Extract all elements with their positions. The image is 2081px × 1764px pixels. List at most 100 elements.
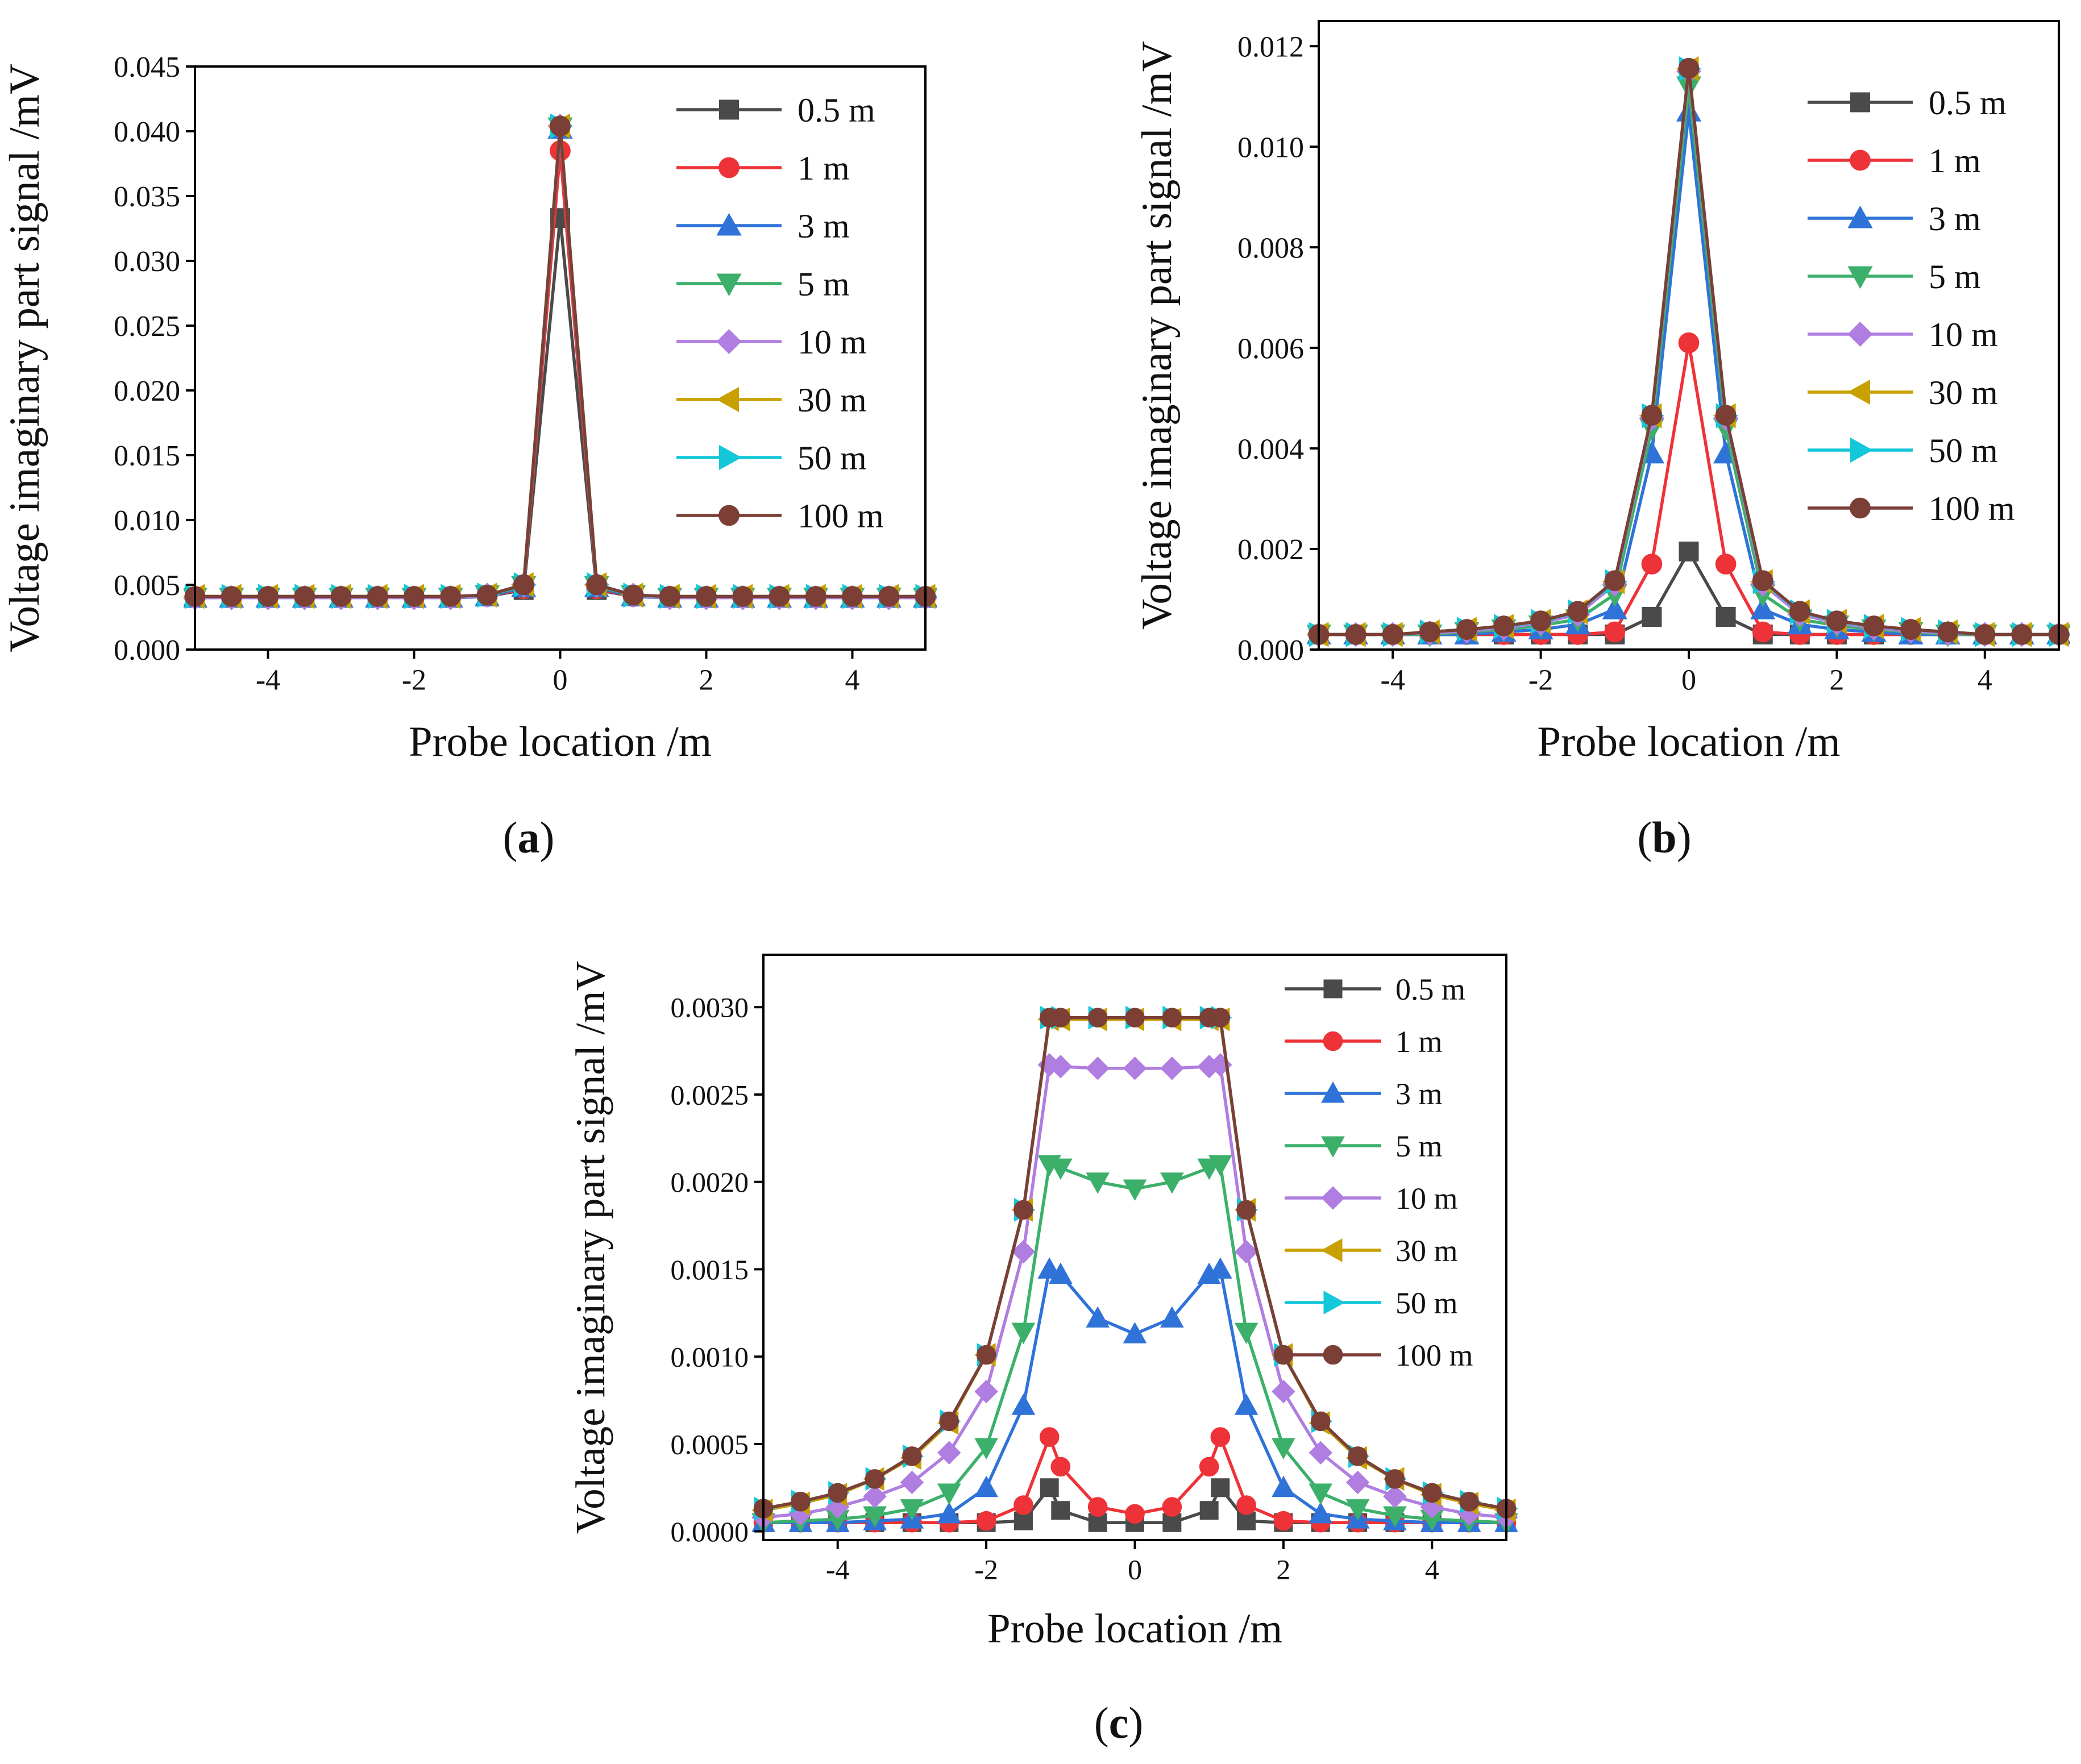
data-point [863, 1484, 887, 1508]
y-tick-label: 0.000 [1237, 634, 1304, 667]
data-point [1234, 1239, 1258, 1264]
data-point [1382, 624, 1403, 645]
legend-label: 50 m [1929, 432, 1998, 469]
data-point [828, 1483, 848, 1503]
series-line [763, 1063, 1507, 1519]
legend-label: 50 m [1395, 1286, 1458, 1320]
x-axis-label: Probe location /m [1537, 718, 1840, 765]
data-point [1900, 619, 1921, 640]
x-axis-label: Probe location /m [987, 1605, 1282, 1651]
data-point [1051, 1501, 1070, 1520]
data-point [805, 586, 826, 607]
legend-marker [1850, 149, 1871, 171]
legend-item: 30 m [1285, 1234, 1458, 1268]
series-5m [752, 1155, 1518, 1535]
data-point [1715, 405, 1737, 426]
data-point [937, 1483, 961, 1505]
data-point [974, 1379, 998, 1404]
data-point [1210, 1427, 1231, 1447]
data-point [1086, 1306, 1110, 1328]
legend-label: 5 m [1929, 258, 1981, 296]
data-point [1199, 1457, 1219, 1477]
data-point [1011, 1393, 1036, 1415]
series-5m [184, 117, 937, 611]
legend-marker [1850, 437, 1873, 463]
data-point [1011, 1322, 1036, 1345]
y-tick-label: 0.035 [114, 181, 180, 213]
data-point [865, 1469, 885, 1489]
data-point [900, 1499, 924, 1521]
y-axis: 0.0000 0.0005 0.0010 0.0015 0.0020 0.0025 0.00… [671, 992, 763, 1547]
y-axis: 0.000 0.005 0.010 0.015 0.020 0.025 0.030 0.035… [114, 51, 195, 667]
y-tick-label: 0.008 [1237, 232, 1304, 264]
data-point [1493, 615, 1514, 636]
data-point [1234, 1322, 1258, 1345]
data-point [1208, 1155, 1232, 1176]
legend-label: 30 m [1395, 1234, 1458, 1268]
data-point [1050, 1457, 1071, 1477]
y-tick-label: 0.0020 [671, 1166, 749, 1198]
data-point [1530, 610, 1551, 631]
legend-item: 5 m [1285, 1129, 1443, 1163]
data-point [1086, 1056, 1110, 1080]
data-point [1162, 1497, 1182, 1517]
legend-label: 100 m [1395, 1338, 1473, 1372]
chart-panel-b: -4 -2 0 2 40.0000.0020.0040.0060.0080.0100.0… [1133, 20, 2070, 862]
data-point [1048, 1158, 1073, 1180]
legend-marker [719, 444, 742, 471]
legend-marker [1847, 322, 1873, 347]
legend-item: 3 m [676, 207, 850, 245]
legend-marker [1850, 497, 1871, 519]
data-point [1211, 1478, 1230, 1497]
data-point [1826, 610, 1847, 631]
legend-item: 100 m [676, 497, 884, 535]
data-point [1642, 606, 1662, 627]
series-3m [1307, 98, 2070, 644]
legend-marker [1321, 1136, 1345, 1158]
data-point [1641, 405, 1663, 426]
legend-item: 30 m [676, 381, 867, 419]
y-tick-label: 0.012 [1237, 31, 1304, 63]
data-point [937, 1501, 961, 1524]
data-point [769, 586, 790, 607]
data-point [939, 1411, 959, 1432]
y-tick-label: 0.015 [114, 440, 180, 472]
data-point [900, 1470, 924, 1495]
data-point [294, 586, 315, 607]
legend-label: 100 m [1929, 490, 2015, 527]
x-axis: -4 -2 0 2 4 [826, 1540, 1439, 1586]
data-point [1678, 332, 1700, 353]
data-point [1087, 1008, 1108, 1027]
data-point [1123, 1056, 1147, 1080]
legend-item: 5 m [676, 265, 850, 303]
data-point [1678, 57, 1700, 79]
panel-caption: (c) [1094, 1698, 1144, 1748]
data-point [1750, 596, 1776, 619]
data-point [696, 586, 717, 607]
data-point [1273, 1511, 1294, 1531]
data-point [1049, 1055, 1073, 1079]
y-tick-label: 0.000 [114, 634, 180, 667]
legend-marker [718, 505, 740, 526]
x-tick-label: -2 [1528, 664, 1553, 697]
y-tick-label: 0.025 [114, 310, 180, 343]
data-point [586, 574, 608, 596]
data-point [1125, 1008, 1145, 1027]
x-tick-label: 0 [553, 664, 568, 697]
legend-item: 10 m [1808, 316, 1998, 353]
legend: 0.5 m 1 m 3 m 5 m 10 m 30 m 50 m 100 m [1285, 972, 1473, 1372]
data-point [1937, 621, 1959, 643]
data-point [1456, 619, 1477, 640]
data-point [1048, 1262, 1073, 1284]
data-point [976, 1511, 996, 1531]
legend-item: 0.5 m [1808, 84, 2007, 122]
legend-item: 0.5 m [676, 91, 875, 129]
series-100m [753, 1008, 1517, 1518]
x-tick-label: 2 [699, 664, 714, 697]
legend-marker [1850, 92, 1870, 113]
plot-frame [762, 954, 1507, 1541]
data-point [1385, 1469, 1405, 1489]
data-point [1383, 1484, 1407, 1508]
data-point [659, 586, 680, 607]
